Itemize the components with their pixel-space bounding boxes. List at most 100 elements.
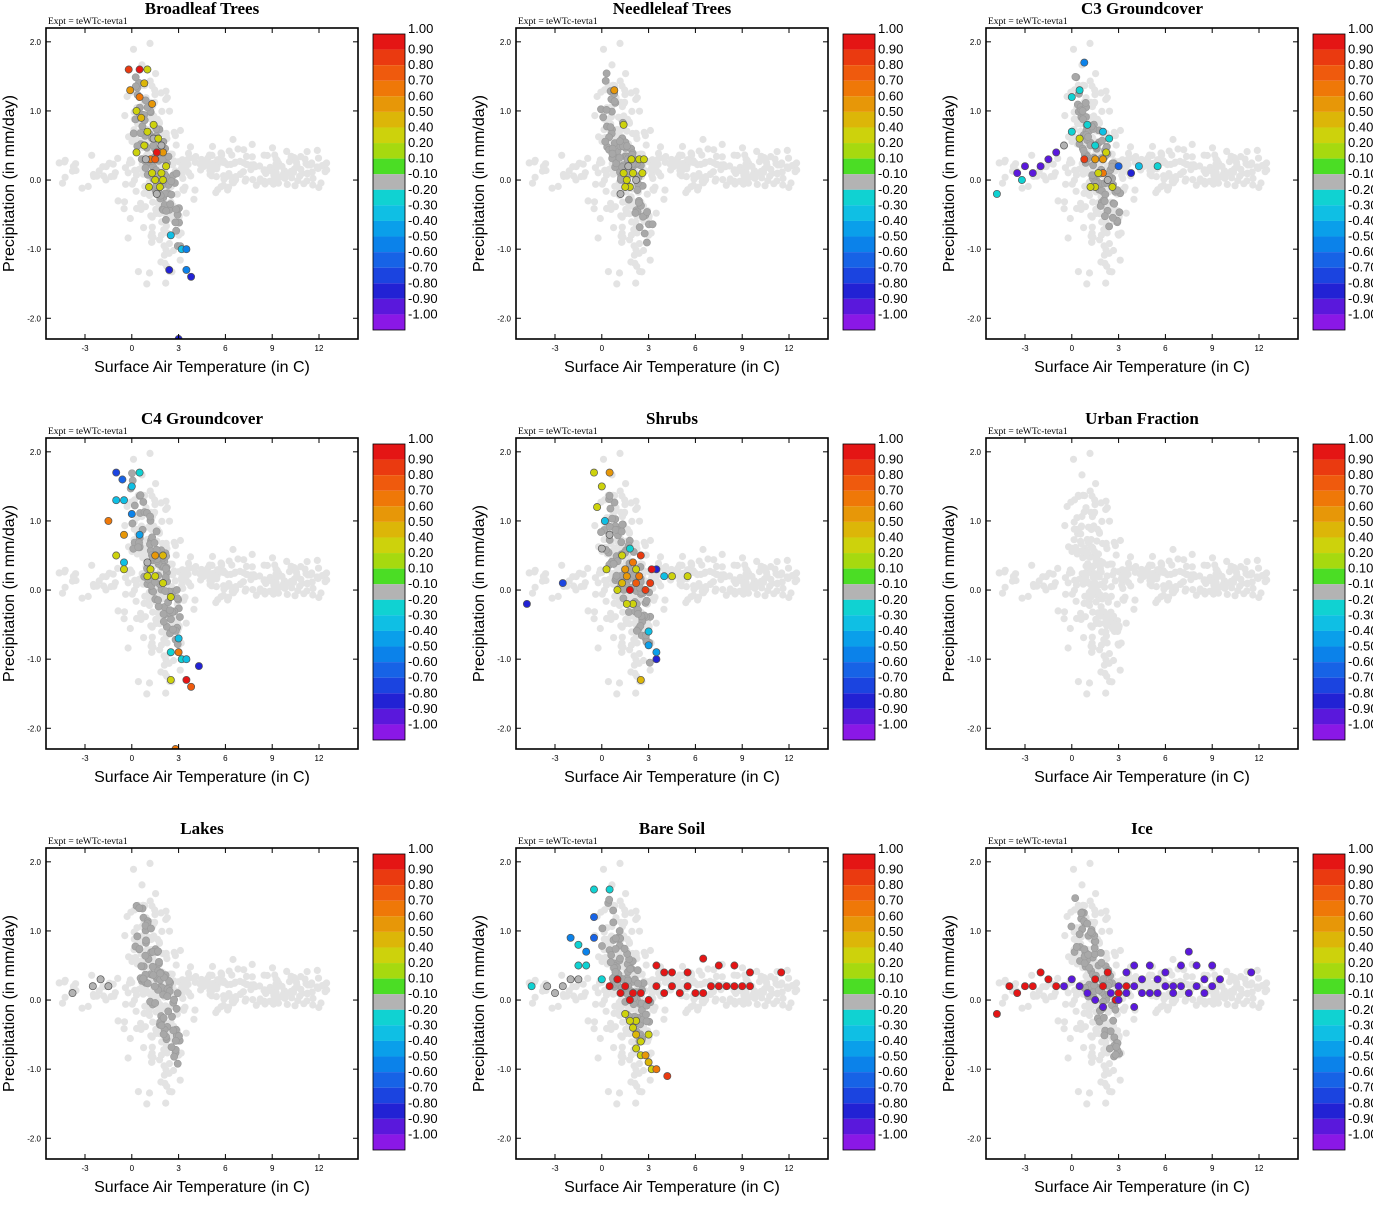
background-point — [1089, 634, 1096, 641]
background-point — [540, 573, 547, 580]
background-point — [647, 537, 654, 544]
background-point — [162, 1100, 169, 1107]
background-point — [1083, 280, 1090, 287]
data-point — [629, 170, 636, 177]
colorbar: 1.000.900.800.700.600.500.400.200.10-0.1… — [1313, 21, 1373, 330]
neutral-point — [643, 597, 650, 604]
colorbar-swatch — [1313, 709, 1345, 725]
background-point — [1052, 579, 1059, 586]
colorbar-label: -0.40 — [1348, 623, 1373, 638]
colorbar-label: 0.40 — [408, 940, 433, 955]
background-point — [197, 576, 204, 583]
background-point — [173, 552, 180, 559]
data-point — [113, 552, 120, 559]
data-point — [150, 121, 157, 128]
background-point — [704, 555, 711, 562]
background-point — [684, 976, 691, 983]
background-point — [701, 160, 708, 167]
background-point — [1111, 129, 1118, 136]
background-point — [636, 650, 643, 657]
colorbar-label: 0.40 — [878, 530, 903, 545]
colorbar-swatch — [1313, 647, 1345, 663]
data-point — [142, 156, 149, 163]
colorbar-label: 0.60 — [878, 498, 903, 513]
background-point — [142, 203, 149, 210]
background-point — [1241, 566, 1248, 573]
neutral-point — [155, 958, 162, 965]
background-point — [1209, 144, 1216, 151]
background-point — [1153, 575, 1160, 582]
background-point — [304, 990, 311, 997]
data-point — [1084, 121, 1091, 128]
background-point — [79, 185, 86, 192]
data-point — [136, 469, 143, 476]
background-point — [682, 189, 689, 196]
background-point — [288, 563, 295, 570]
background-points — [526, 860, 801, 1108]
x-tick-label: 12 — [785, 344, 794, 353]
background-point — [314, 164, 321, 171]
background-point — [1089, 591, 1096, 598]
colorbar-swatch — [1313, 174, 1345, 190]
colorbar-label: -0.40 — [408, 213, 438, 228]
background-point — [1078, 523, 1085, 530]
neutral-point — [160, 618, 167, 625]
neutral-point — [646, 659, 653, 666]
background-point — [183, 1030, 190, 1037]
background-point — [166, 518, 173, 525]
background-point — [1224, 170, 1231, 177]
background-point — [183, 620, 190, 627]
colorbar-label: -0.20 — [408, 182, 438, 197]
background-point — [1249, 585, 1256, 592]
background-point — [1025, 593, 1032, 600]
colorbar-swatch — [1313, 314, 1345, 330]
background-point — [1125, 161, 1132, 168]
background-point — [234, 965, 241, 972]
data-point — [153, 190, 160, 197]
background-point — [1119, 175, 1126, 182]
background-point — [787, 999, 794, 1006]
background-point — [190, 196, 197, 203]
background-point — [603, 1008, 610, 1015]
background-point — [323, 986, 330, 993]
background-point — [198, 156, 205, 163]
y-tick-label: -1.0 — [497, 655, 511, 664]
background-point — [679, 553, 686, 560]
neutral-point — [168, 178, 175, 185]
background-point — [121, 1018, 128, 1025]
background-point — [595, 644, 602, 651]
background-point — [558, 562, 565, 569]
background-point — [146, 40, 153, 47]
background-point — [121, 198, 128, 205]
background-point — [529, 1000, 536, 1007]
background-point — [572, 586, 579, 593]
data-point — [1115, 163, 1122, 170]
background-point — [187, 143, 194, 150]
x-tick-label: 6 — [223, 1164, 228, 1173]
background-point — [249, 961, 256, 968]
background-point — [1209, 554, 1216, 561]
background-point — [1087, 488, 1094, 495]
panel-title: Lakes — [180, 819, 224, 838]
background-point — [1098, 499, 1105, 506]
background-point — [1046, 570, 1053, 577]
colorbar-swatch — [843, 174, 875, 190]
background-point — [249, 176, 256, 183]
neutral-point — [166, 607, 173, 614]
background-point — [617, 898, 624, 905]
background-point — [1085, 579, 1092, 586]
background-point — [1189, 551, 1196, 558]
background-point — [694, 1006, 701, 1013]
data-point — [626, 545, 633, 552]
neutral-point — [610, 919, 617, 926]
x-tick-label: 9 — [740, 344, 745, 353]
y-tick-label: -2.0 — [497, 314, 511, 323]
background-point — [190, 1016, 197, 1023]
background-point — [269, 554, 276, 561]
background-point — [1098, 518, 1105, 525]
background-point — [62, 977, 69, 984]
background-point — [636, 518, 643, 525]
x-tick-label: -3 — [81, 1164, 89, 1173]
y-tick-label: 0.0 — [30, 996, 42, 1005]
